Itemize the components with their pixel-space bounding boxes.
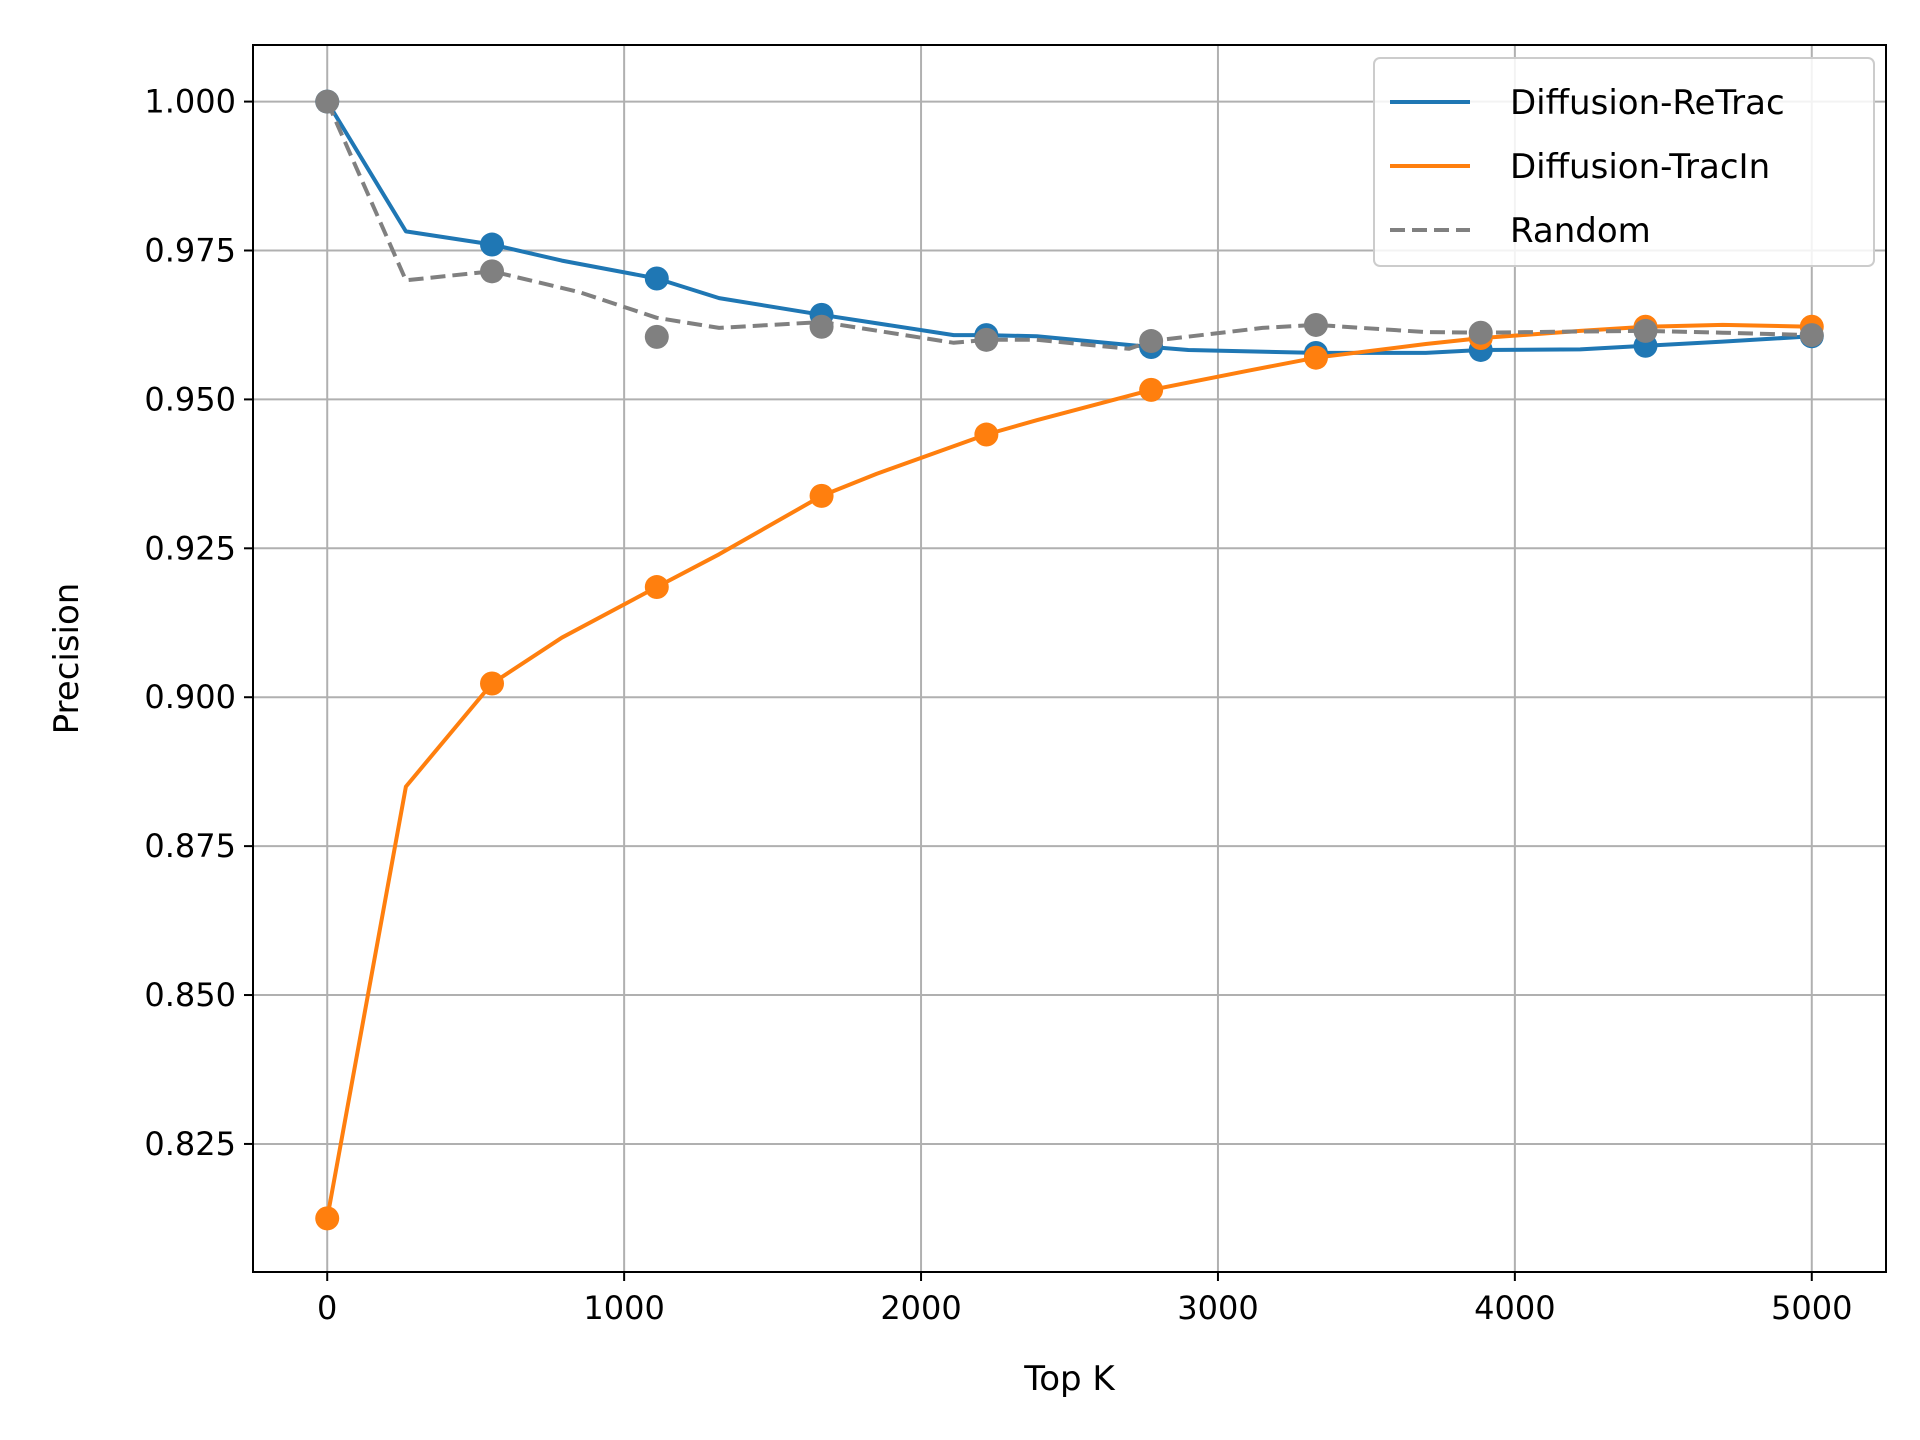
x-tick-label: 4000: [1474, 1289, 1555, 1327]
data-point: [1139, 329, 1164, 354]
series-line: [325, 99, 1814, 355]
data-point: [1633, 318, 1658, 343]
x-tick-label: 3000: [1177, 1289, 1258, 1327]
data-point: [315, 89, 340, 114]
y-tick-label: 0.975: [144, 231, 236, 269]
plot-frame: [252, 44, 1887, 1273]
data-point: [809, 483, 834, 508]
x-tick-label: 0: [317, 1289, 337, 1327]
data-point: [1303, 345, 1328, 370]
data-point: [1468, 320, 1493, 345]
data-point: [1303, 312, 1328, 337]
y-tick-label: 0.950: [144, 380, 236, 418]
data-point: [480, 259, 505, 284]
ticks: 0 1000 2000 3000 4000 5000 0.825 0.850 0.875 0.90…: [144, 83, 1852, 1327]
series-line: [325, 322, 1814, 1221]
legend-label: Diffusion-ReTrac: [1510, 83, 1785, 123]
legend-label: Random: [1510, 211, 1651, 251]
y-tick-label: 1.000: [144, 83, 236, 121]
y-tick-label: 0.925: [144, 529, 236, 567]
x-axis-label: Top K: [1023, 1359, 1116, 1399]
data-point: [315, 1206, 340, 1231]
data-point: [644, 266, 669, 291]
legend-label: Diffusion-TracIn: [1510, 147, 1770, 187]
y-tick-label: 0.825: [144, 1125, 236, 1163]
y-tick-label: 0.850: [144, 976, 236, 1014]
data-point: [809, 314, 834, 339]
y-tick-label: 0.875: [144, 827, 236, 865]
data-point: [644, 324, 669, 349]
data-point: [1139, 377, 1164, 402]
data-point: [1799, 323, 1824, 348]
y-axis-label: Precision: [47, 583, 87, 735]
data-point: [480, 232, 505, 257]
x-tick-label: 2000: [880, 1289, 961, 1327]
series-layer: [315, 89, 1824, 1231]
legend-box: [1373, 57, 1875, 267]
data-point: [974, 422, 999, 447]
data-point: [974, 327, 999, 352]
data-point: [644, 575, 669, 600]
series-random: [315, 89, 1824, 354]
data-point: [480, 671, 505, 696]
grid: [253, 45, 1886, 1272]
legend: Diffusion-ReTrac Diffusion-TracIn Random: [1373, 57, 1875, 267]
x-tick-label: 1000: [583, 1289, 664, 1327]
series-line: [325, 100, 1812, 351]
x-tick-label: 5000: [1771, 1289, 1852, 1327]
y-tick-label: 0.900: [144, 678, 236, 716]
